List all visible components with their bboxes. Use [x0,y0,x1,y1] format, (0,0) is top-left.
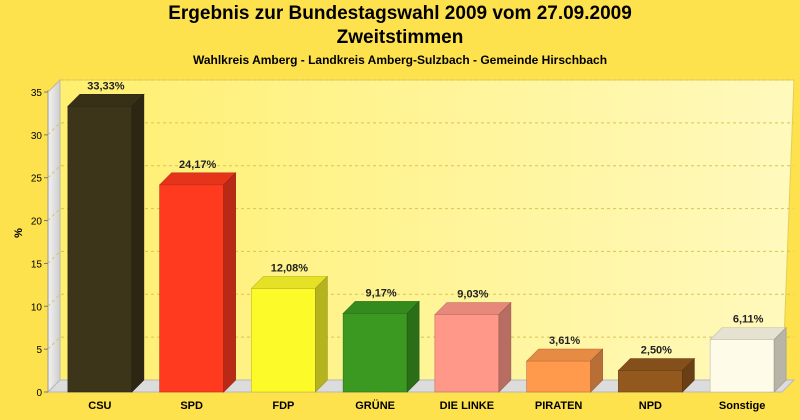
y-axis-ticks: 0 5 10 15 20 25 30 35 [31,88,48,399]
value-label: 2,50% [641,345,672,357]
grid-line [47,336,794,350]
value-label: 6,11% [733,314,764,326]
chart-title-line2: Zweitstimmen [336,27,464,48]
bar-front [618,370,683,393]
value-label: 12,08% [271,262,309,274]
bar-sonstige [709,326,787,393]
bar-side [773,326,787,393]
y-tick-label: 35 [31,88,43,99]
chart-subtitle: Wahlkreis Amberg - Landkreis Amberg-Sulz… [192,53,608,67]
value-label: 24,17% [179,159,217,171]
bar-top [525,348,604,362]
x-tick-label: DIE LINKE [440,400,494,412]
bar-top [617,358,696,371]
bar-front [526,360,591,393]
y-axis-label: % [13,228,25,238]
bar-die-linke [434,301,512,393]
bar-side [682,357,695,393]
bar-top [709,327,787,340]
bar-top [250,276,329,289]
chart-title: Ergebnis zur Bundestagswahl 2009 vom 27.… [0,2,800,50]
y-tick-label: 10 [31,302,43,313]
bar-csu [67,93,145,393]
grid-line [47,208,794,221]
bar-front [709,339,775,393]
bar-front [67,106,133,393]
grid-line [47,250,794,264]
bar-top [158,172,237,186]
bar-side [406,300,420,393]
grid-line [47,165,794,179]
y-tick-label: 5 [36,345,42,356]
grid-lines [47,79,794,350]
x-tick-label: SPD [180,400,203,412]
bar-spd [158,172,237,393]
value-label: 3,61% [549,335,580,347]
x-tick-label: CSU [88,400,111,412]
y-tick-label: 15 [31,259,43,270]
grid-line [47,79,794,93]
value-label: 9,03% [457,289,488,301]
grid-line [47,122,794,136]
y-tick-label: 20 [31,217,43,228]
bar-front [434,314,500,393]
x-axis-labels: CSU SPD FDP GRÜNE DIE LINKE PIRATEN NPD Sonstig… [88,399,765,412]
bar-top [434,302,512,315]
bar-top [342,301,420,314]
bar-front [251,288,316,393]
bars [67,93,787,393]
bar-front [342,313,408,393]
bar-side [590,348,603,393]
bar-side [223,172,236,393]
bar-front [159,184,224,393]
value-labels: 33,33% 24,17% 12,08% 9,17% 9,03% 3,61% 2,50% 6,… [87,80,763,356]
left-wall [47,78,61,394]
value-label: 9,17% [366,287,397,299]
x-tick-label: FDP [272,400,294,412]
bar-top [67,94,145,107]
x-tick-label: Sonstige [719,400,765,412]
bar-side [315,275,328,393]
y-tick-label: 30 [31,131,43,142]
value-label: 33,33% [87,80,125,92]
x-tick-label: NPD [639,400,662,412]
y-tick-label: 25 [31,174,43,185]
bar-side [498,301,512,393]
x-tick-label: GRÜNE [355,399,395,412]
chart-title-line1: Ergebnis zur Bundestagswahl 2009 vom 27.… [168,3,632,24]
grid-line [47,293,794,307]
bar-side [131,93,145,393]
bar-npd [617,357,696,393]
y-tick-label: 0 [36,388,42,399]
bar-grüne [342,300,420,393]
x-tick-label: PIRATEN [535,400,583,412]
bar-piraten [525,348,604,393]
bar-fdp [250,275,329,393]
